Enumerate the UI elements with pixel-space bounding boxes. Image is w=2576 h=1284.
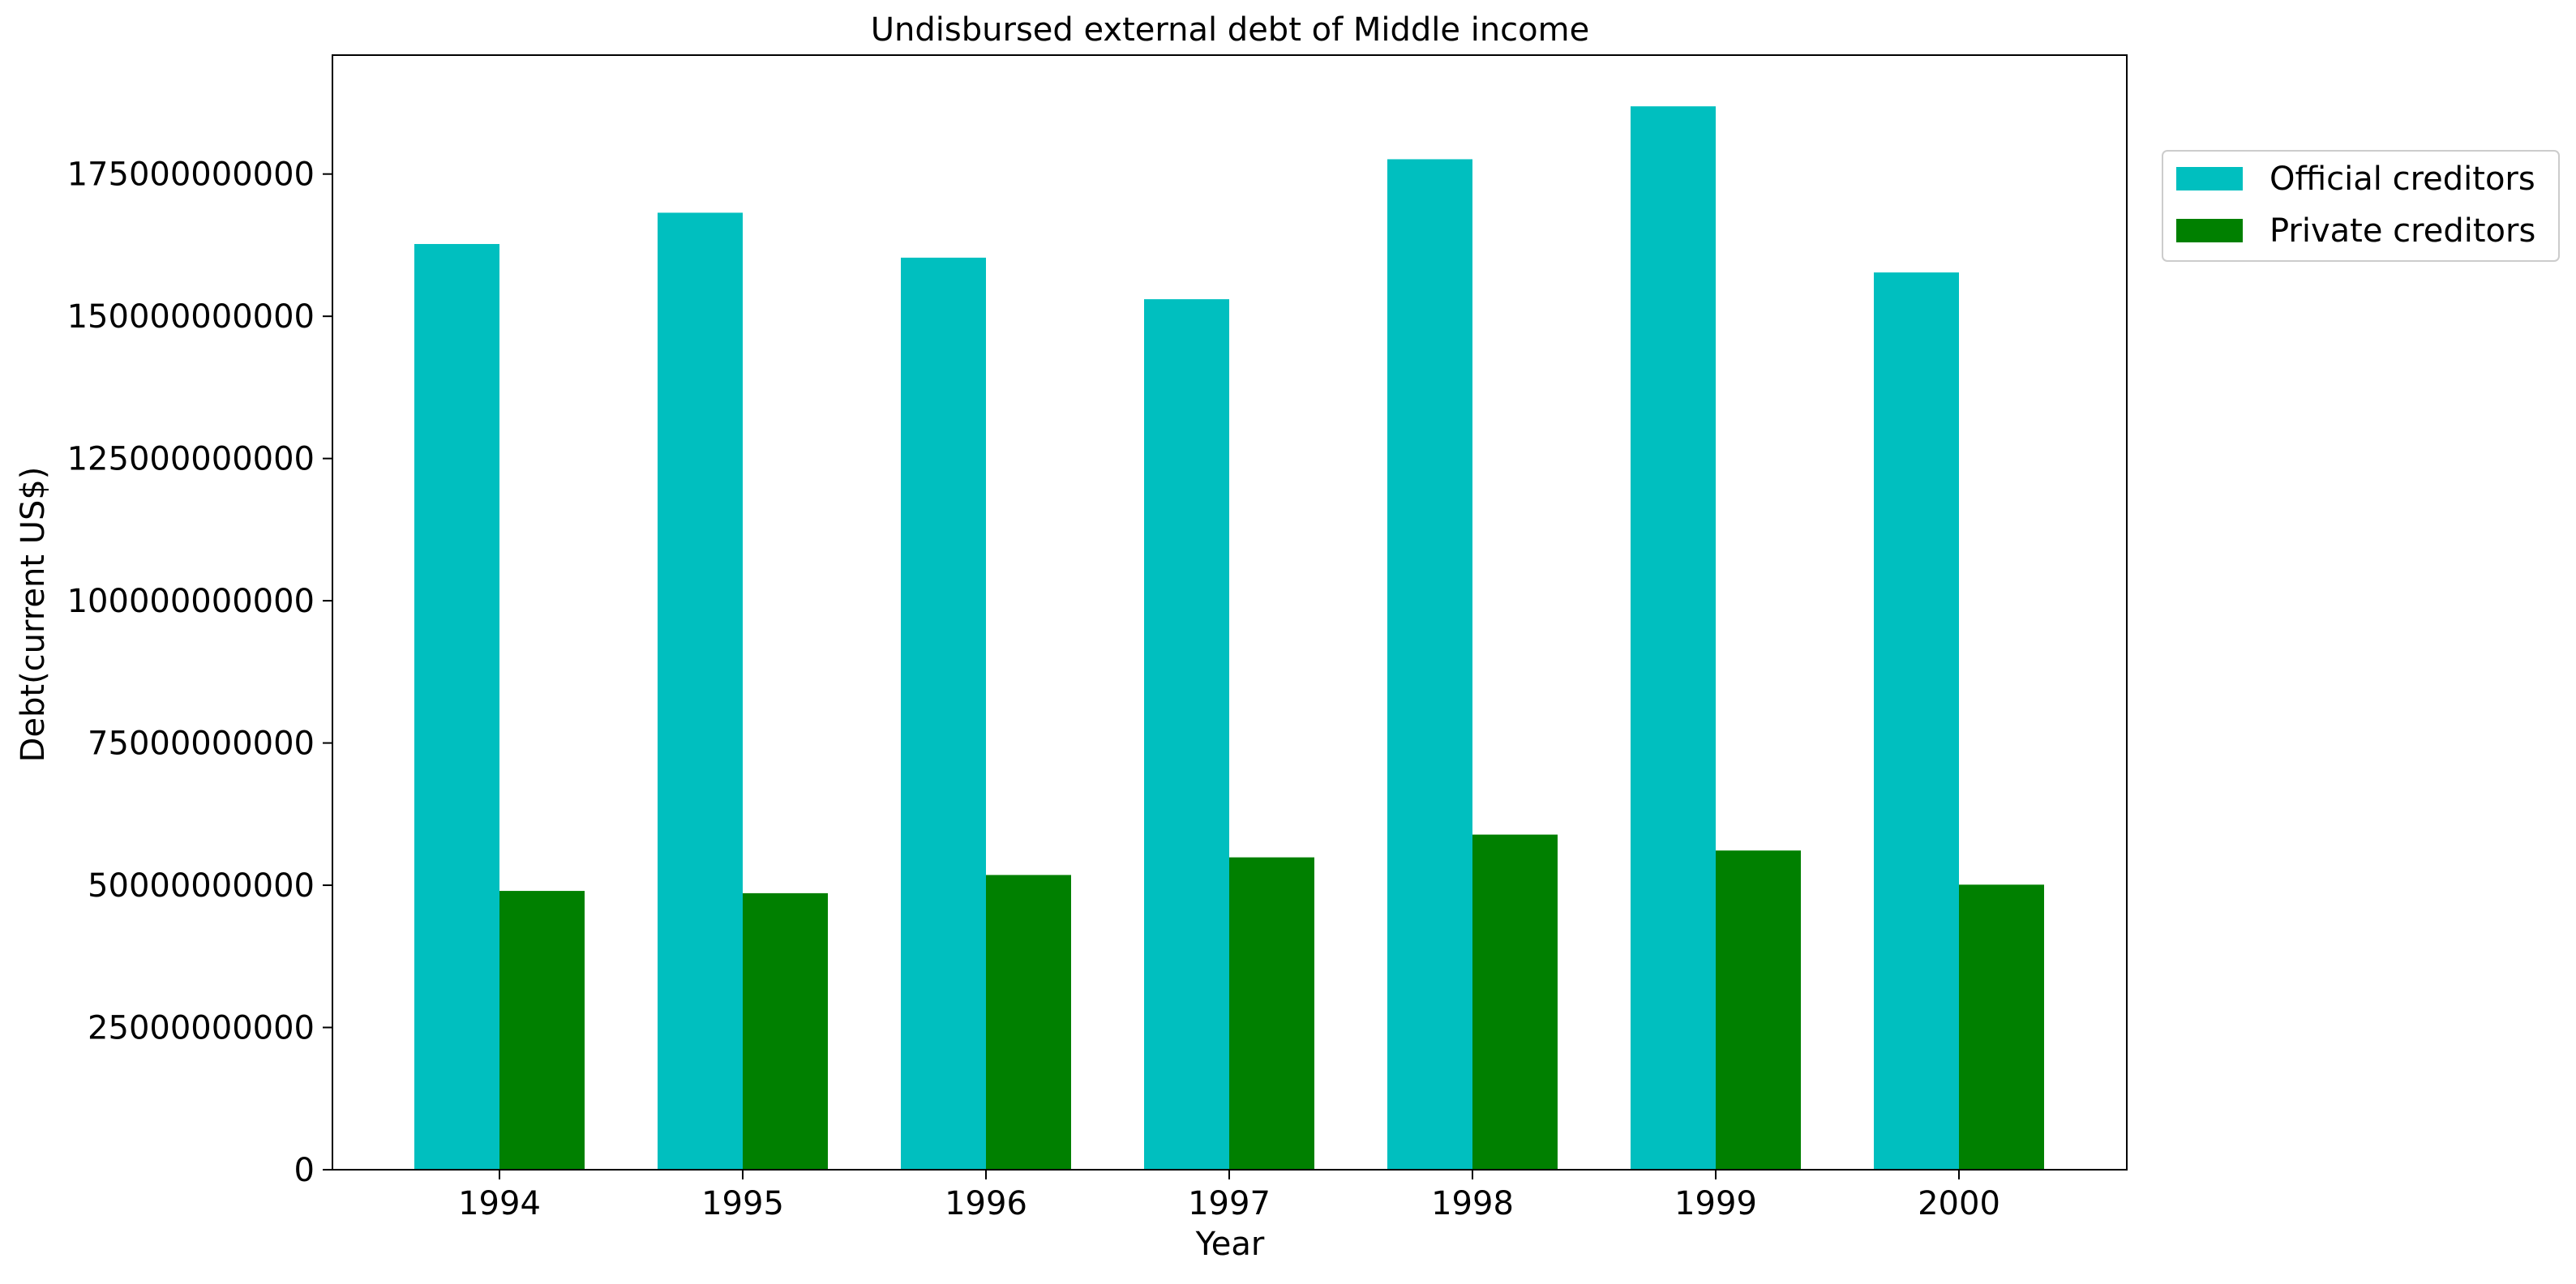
bar-official-1995 — [658, 212, 743, 1170]
x-tick-label: 1996 — [945, 1185, 1027, 1222]
x-axis-label: Year — [1195, 1226, 1265, 1263]
x-tick-label: 1994 — [458, 1185, 541, 1222]
y-tick-label: 75000000000 — [88, 725, 315, 763]
y-tick-label: 100000000000 — [67, 583, 315, 620]
chart-title: Undisbursed external debt of Middle inco… — [871, 11, 1589, 49]
bar-official-1999 — [1631, 106, 1716, 1171]
y-axis-label: Debt(current US$) — [15, 467, 52, 763]
y-tick-label: 175000000000 — [67, 156, 315, 194]
x-tick-label: 1995 — [701, 1185, 784, 1222]
bar-official-1997 — [1144, 299, 1229, 1171]
x-tick-label: 1999 — [1674, 1185, 1757, 1222]
bar-official-1998 — [1387, 159, 1472, 1170]
bar-official-1994 — [414, 244, 499, 1170]
axes-layer: 1994 1995 1996 1997 1998 1999 2000 0 25000000000… — [67, 54, 2128, 1222]
bar-private-2000 — [1959, 884, 2044, 1170]
legend-label-private: Private creditors — [2270, 212, 2535, 250]
legend: Official creditors Private creditors — [2162, 150, 2560, 262]
bar-private-1999 — [1716, 850, 1801, 1170]
legend-label-official: Official creditors — [2270, 160, 2535, 198]
x-tick-label: 2000 — [1918, 1185, 2000, 1222]
legend-swatch-private — [2176, 219, 2243, 242]
bar-private-1997 — [1229, 857, 1314, 1170]
y-tick-label: 0 — [294, 1152, 315, 1189]
bar-private-1994 — [499, 891, 585, 1170]
bars-layer — [414, 106, 2044, 1171]
bar-official-2000 — [1874, 272, 1959, 1171]
y-tick-label: 50000000000 — [88, 867, 315, 905]
plot-frame — [332, 54, 2128, 1171]
y-tick-label: 25000000000 — [88, 1010, 315, 1047]
bar-private-1995 — [743, 892, 828, 1170]
bar-private-1996 — [986, 875, 1071, 1170]
y-tick-label: 125000000000 — [67, 441, 315, 478]
bar-private-1998 — [1472, 834, 1558, 1170]
legend-box — [2162, 150, 2560, 262]
bar-official-1996 — [901, 257, 986, 1171]
y-tick-label: 150000000000 — [67, 298, 315, 336]
x-tick-label: 1998 — [1431, 1185, 1514, 1222]
legend-swatch-official — [2176, 167, 2243, 190]
x-tick-label: 1997 — [1188, 1185, 1271, 1222]
